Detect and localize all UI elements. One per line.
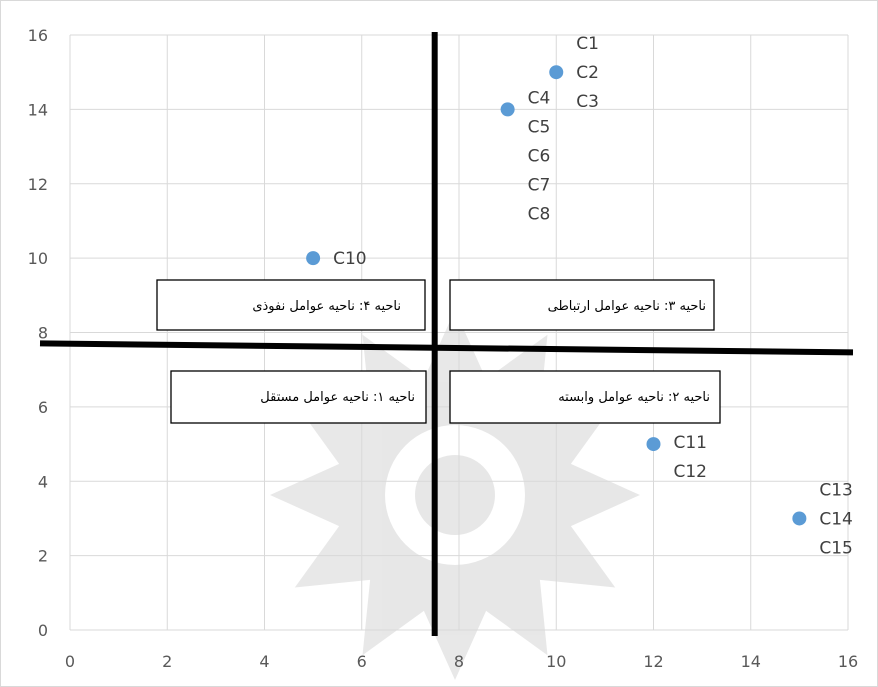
y-tick-label: 12 xyxy=(28,175,48,194)
x-tick-label: 0 xyxy=(65,652,75,671)
region-1-label: ناحیه ۱: ناحیه عوامل مستقل xyxy=(260,390,415,405)
x-axis-ticks: 0 2 4 6 8 10 12 14 16 xyxy=(65,652,858,671)
data-point-label: C10 xyxy=(333,249,367,269)
x-tick-label: 8 xyxy=(454,652,464,671)
y-tick-label: 16 xyxy=(28,26,48,45)
watermark-hole xyxy=(385,425,525,565)
region-3-label: ناحیه ۳: ناحیه عوامل ارتباطی xyxy=(548,299,706,314)
y-tick-label: 10 xyxy=(28,249,48,268)
data-point-marker xyxy=(500,102,515,117)
watermark-center xyxy=(415,455,495,535)
y-tick-label: 8 xyxy=(38,324,48,343)
region-4-box: ناحیه ۴: ناحیه عوامل نفوذی xyxy=(156,279,426,331)
y-tick-label: 6 xyxy=(38,398,48,417)
watermark-star xyxy=(270,310,640,680)
data-point-label: C11 xyxy=(674,433,708,453)
y-tick-label: 0 xyxy=(38,621,48,640)
data-point-label: C12 xyxy=(674,462,708,482)
quadrant-dividers xyxy=(39,32,854,636)
x-tick-label: 6 xyxy=(357,652,367,671)
data-point-marker xyxy=(646,437,661,452)
region-1-box: ناحیه ۱: ناحیه عوامل مستقل xyxy=(170,370,427,424)
y-tick-label: 2 xyxy=(38,547,48,566)
data-point-label: C2 xyxy=(576,63,599,83)
region-3-box: ناحیه ۳: ناحیه عوامل ارتباطی xyxy=(449,279,715,331)
data-point-label: C5 xyxy=(528,117,551,137)
region-2-box: ناحیه ۲: ناحیه عوامل وابسته xyxy=(449,370,721,424)
data-point-label: C8 xyxy=(528,204,551,224)
x-tick-label: 4 xyxy=(259,652,269,671)
data-point-label: C4 xyxy=(528,88,551,108)
y-tick-label: 14 xyxy=(28,100,48,119)
data-point-label: C13 xyxy=(819,480,853,500)
grid-lines xyxy=(69,34,849,631)
data-point-marker xyxy=(792,511,807,526)
region-2-label: ناحیه ۲: ناحیه عوامل وابسته xyxy=(558,390,710,405)
x-tick-label: 14 xyxy=(741,652,761,671)
data-point-marker xyxy=(306,251,321,266)
data-point-label: C6 xyxy=(528,146,551,166)
data-point-label: C1 xyxy=(576,34,599,54)
x-tick-label: 2 xyxy=(162,652,172,671)
y-tick-label: 4 xyxy=(38,472,48,491)
horizontal-divider xyxy=(39,340,854,356)
data-point-label: C7 xyxy=(528,175,551,195)
data-point-label: C14 xyxy=(819,509,853,529)
x-tick-label: 16 xyxy=(838,652,858,671)
data-point-label: C3 xyxy=(576,92,599,112)
x-tick-label: 10 xyxy=(546,652,566,671)
y-axis-ticks: 0 2 4 6 8 10 12 14 16 xyxy=(28,26,48,640)
region-4-label: ناحیه ۴: ناحیه عوامل نفوذی xyxy=(252,299,401,314)
x-tick-label: 12 xyxy=(643,652,663,671)
data-point-label: C15 xyxy=(819,538,853,558)
data-point-marker xyxy=(549,65,564,80)
data-points: C1 C2 C3 C4 C5 C6 C7 C8 C10 C11 C12 C13 C14 C15 xyxy=(306,34,853,558)
region-labels: ناحیه ۴: ناحیه عوامل نفوذی ناحیه ۳: ناحی… xyxy=(156,279,721,424)
